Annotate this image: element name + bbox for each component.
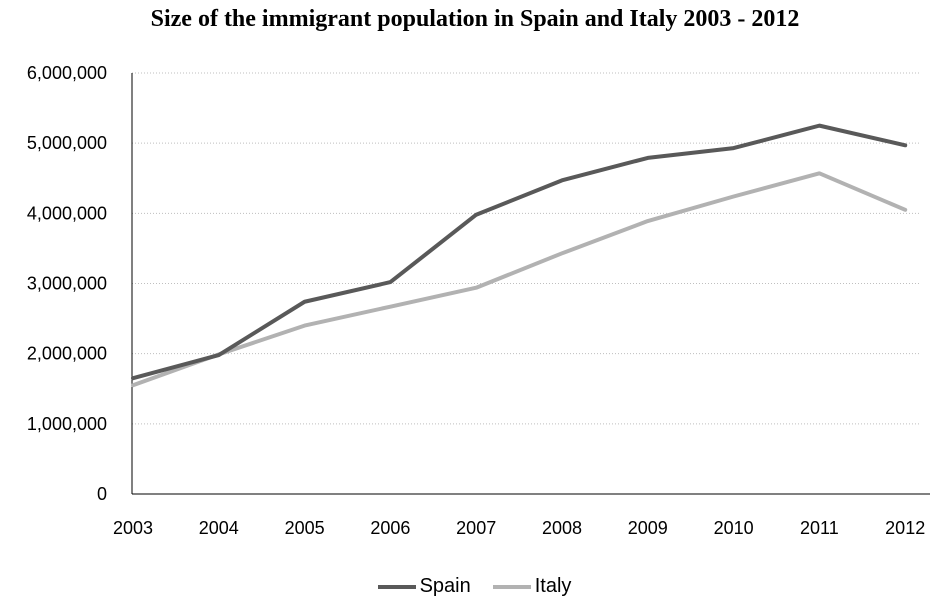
legend-item-spain: Spain [377, 575, 471, 598]
x-tick-label: 2011 [800, 518, 839, 538]
x-tick-label: 2008 [542, 518, 582, 538]
y-tick-label: 4,000,000 [27, 203, 107, 223]
legend-label-italy: Italy [534, 575, 572, 597]
chart-title: Size of the immigrant population in Spai… [150, 6, 800, 32]
y-tick-label: 1,000,000 [27, 414, 107, 434]
x-tick-label: 2005 [285, 518, 325, 538]
legend-item-italy: Italy [492, 575, 572, 598]
legend-swatch-italy [492, 584, 531, 589]
series-line-italy [131, 171, 908, 388]
y-tick-label: 3,000,000 [27, 274, 107, 294]
x-tick-label: 2010 [714, 518, 754, 538]
legend: Spain Italy [0, 575, 949, 598]
x-tick-label: 2007 [456, 518, 496, 538]
legend-swatch-spain [377, 584, 416, 589]
y-tick-label: 0 [97, 484, 107, 504]
y-tick-label: 2,000,000 [27, 344, 107, 364]
x-tick-label: 2009 [628, 518, 668, 538]
x-tick-label: 2004 [199, 518, 239, 538]
x-tick-label: 2003 [113, 518, 153, 538]
legend-label-spain: Spain [419, 575, 471, 597]
x-tick-label: 2006 [370, 518, 410, 538]
y-tick-label: 6,000,000 [27, 63, 107, 83]
line-chart: 0 1,000,000 2,000,000 3,000,000 4,000,000 5,0… [27, 63, 930, 538]
series-line-spain [131, 123, 908, 381]
y-tick-label: 5,000,000 [27, 133, 107, 153]
x-tick-label: 2012 [885, 518, 925, 538]
